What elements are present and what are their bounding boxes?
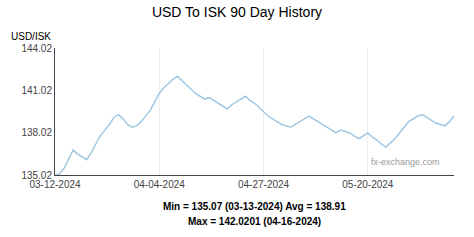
svg-text:USD/ISK: USD/ISK <box>11 31 51 42</box>
svg-text:04-27-2024: 04-27-2024 <box>238 179 290 190</box>
svg-text:USD To ISK 90 Day History: USD To ISK 90 Day History <box>152 4 322 20</box>
svg-text:04-04-2024: 04-04-2024 <box>134 179 186 190</box>
svg-text:138.02: 138.02 <box>21 127 52 138</box>
svg-text:05-20-2024: 05-20-2024 <box>342 179 394 190</box>
svg-text:Min = 135.07 (03-13-2024) Avg: Min = 135.07 (03-13-2024) Avg = 138.91 <box>163 201 346 212</box>
svg-text:03-12-2024: 03-12-2024 <box>29 179 81 190</box>
svg-text:135.02: 135.02 <box>21 170 52 181</box>
svg-text:Max = 142.0201 (04-16-2024): Max = 142.0201 (04-16-2024) <box>188 216 321 227</box>
svg-text:fx-exchange.com: fx-exchange.com <box>371 157 440 167</box>
svg-text:141.02: 141.02 <box>21 85 52 96</box>
svg-text:144.02: 144.02 <box>21 43 52 54</box>
